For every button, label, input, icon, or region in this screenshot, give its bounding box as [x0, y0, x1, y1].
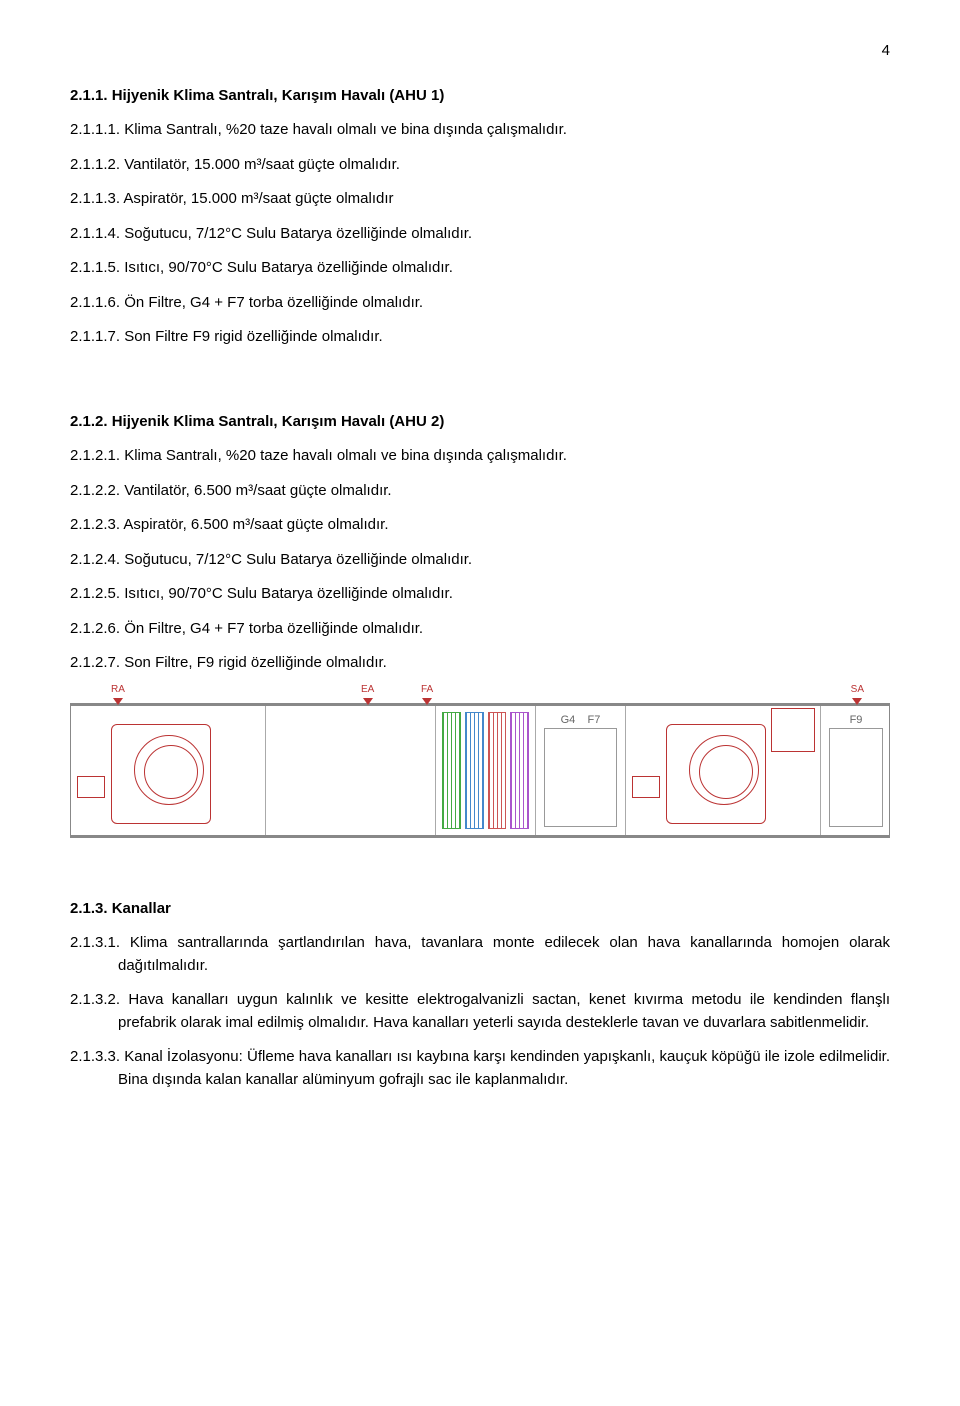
heading-2-1-2: 2.1.2. Hijyenik Klima Santralı, Karışım …	[70, 411, 890, 434]
filter-f9-label: F9	[821, 712, 891, 729]
supply-fan-section	[626, 706, 821, 835]
item-2-1-2-3: 2.1.2.3. Aspiratör, 6.500 m³/saat güçte …	[70, 514, 890, 537]
final-filter-section: F9	[821, 706, 891, 835]
filter-f7-text: F7	[588, 714, 601, 726]
item-2-1-1-6: 2.1.1.6. Ön Filtre, G4 + F7 torba özelli…	[70, 292, 890, 315]
prefilter-section: G4 F7	[536, 706, 626, 835]
filter-g4-text: G4	[561, 714, 576, 726]
item-2-1-1-4: 2.1.1.4. Soğutucu, 7/12°C Sulu Batarya ö…	[70, 223, 890, 246]
arrow-down-icon	[422, 698, 432, 705]
port-ea-text: EA	[361, 682, 374, 697]
port-ea-label: EA	[361, 682, 374, 705]
heading-2-1-1: 2.1.1. Hijyenik Klima Santralı, Karışım …	[70, 85, 890, 108]
item-2-1-1-1: 2.1.1.1. Klima Santralı, %20 taze havalı…	[70, 119, 890, 142]
coil-green-icon	[442, 712, 461, 829]
item-2-1-1-2: 2.1.1.2. Vantilatör, 15.000 m³/saat güçt…	[70, 154, 890, 177]
fan-wheel-icon	[134, 735, 204, 805]
item-2-1-2-1: 2.1.2.1. Klima Santralı, %20 taze havalı…	[70, 445, 890, 468]
ahu-diagram: RA EA FA SA	[70, 703, 890, 838]
duct-icon	[771, 708, 815, 752]
item-2-1-3-3: 2.1.3.3. Kanal İzolasyonu: Üfleme hava k…	[118, 1046, 890, 1091]
item-2-1-3-2: 2.1.3.2. Hava kanalları uygun kalınlık v…	[118, 989, 890, 1034]
coil-purple-icon	[510, 712, 529, 829]
mixing-section	[266, 706, 436, 835]
item-2-1-3-1: 2.1.3.1. Klima santrallarında şartlandır…	[118, 932, 890, 977]
item-2-1-1-3: 2.1.1.3. Aspiratör, 15.000 m³/saat güçte…	[70, 188, 890, 211]
fan-icon	[111, 724, 211, 824]
item-2-1-1-5: 2.1.1.5. Isıtıcı, 90/70°C Sulu Batarya ö…	[70, 257, 890, 280]
port-sa-text: SA	[851, 682, 864, 697]
item-2-1-1-7: 2.1.1.7. Son Filtre F9 rigid özelliğinde…	[70, 326, 890, 349]
filter-box-icon	[829, 728, 883, 827]
motor-icon	[632, 776, 660, 798]
item-2-1-2-2: 2.1.2.2. Vantilatör, 6.500 m³/saat güçte…	[70, 480, 890, 503]
coil-red-icon	[488, 712, 507, 829]
fan-wheel-icon	[689, 735, 759, 805]
port-sa-label: SA	[851, 682, 864, 705]
arrow-down-icon	[113, 698, 123, 705]
coil-section	[436, 706, 536, 835]
fan-icon	[666, 724, 766, 824]
ahu-shell: RA EA FA SA	[70, 703, 890, 838]
arrow-down-icon	[852, 698, 862, 705]
port-fa-label: FA	[421, 682, 433, 705]
page-number: 4	[70, 40, 890, 63]
port-fa-text: FA	[421, 682, 433, 697]
item-2-1-2-4: 2.1.2.4. Soğutucu, 7/12°C Sulu Batarya ö…	[70, 549, 890, 572]
item-2-1-2-7: 2.1.2.7. Son Filtre, F9 rigid özelliğind…	[70, 652, 890, 675]
return-fan-section	[71, 706, 266, 835]
port-ra-text: RA	[111, 682, 125, 697]
motor-icon	[77, 776, 105, 798]
item-2-1-2-5: 2.1.2.5. Isıtıcı, 90/70°C Sulu Batarya ö…	[70, 583, 890, 606]
port-ra-label: RA	[111, 682, 125, 705]
coil-blue-icon	[465, 712, 484, 829]
filter-g4-label: G4 F7	[536, 712, 625, 729]
filter-box-icon	[544, 728, 617, 827]
item-2-1-2-6: 2.1.2.6. Ön Filtre, G4 + F7 torba özelli…	[70, 618, 890, 641]
arrow-down-icon	[363, 698, 373, 705]
heading-2-1-3: 2.1.3. Kanallar	[70, 898, 890, 921]
